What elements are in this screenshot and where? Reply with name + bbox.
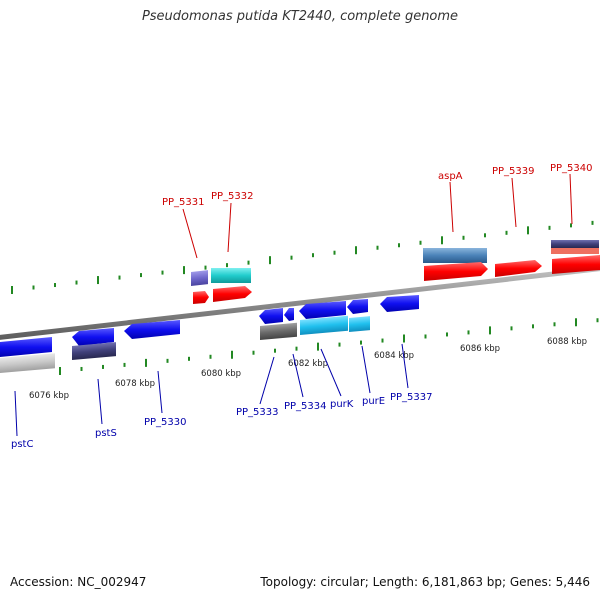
gene-label-pstc[interactable]: pstC [11,439,33,450]
gene-arrow[interactable] [552,255,600,274]
gene-feature[interactable] [191,270,208,286]
scale-label: 6088 kbp [547,337,587,347]
gene-label-pp5340[interactable]: PP_5340 [550,163,593,174]
label-leader [259,356,275,405]
label-leader [511,177,517,228]
label-leader [157,370,163,414]
bottom-gene-labels: pstC pstS PP_5330 PP_5333 PP_5334 purK p… [11,343,433,450]
genome-backbone [0,266,600,340]
forward-genes [191,240,600,304]
gene-feature[interactable] [72,342,116,360]
gene-arrow[interactable] [72,328,114,346]
scale-label: 6078 kbp [115,379,155,389]
map-title: Pseudomonas putida KT2440, complete geno… [141,9,459,24]
gene-feature[interactable] [0,353,55,373]
gene-arrow[interactable] [213,286,252,302]
gene-label-pp5330[interactable]: PP_5330 [144,417,187,428]
gene-feature[interactable] [260,322,297,340]
label-leader [361,345,371,394]
gene-feature[interactable] [349,316,370,332]
scale-label: 6084 kbp [374,351,414,361]
gene-label-pp5332[interactable]: PP_5332 [211,191,254,202]
scale-label: 6080 kbp [201,369,241,379]
gene-feature[interactable] [423,248,487,263]
top-gene-labels: PP_5331 PP_5332 aspA PP_5339 PP_5340 [162,163,593,259]
accession-text: Accession: NC_002947 [10,575,147,589]
gene-arrow[interactable] [380,295,419,312]
gene-arrow[interactable] [259,308,283,324]
gene-feature[interactable] [211,268,251,283]
gene-label-aspa[interactable]: aspA [438,171,463,182]
label-leader [292,353,304,398]
gene-label-pp5337[interactable]: PP_5337 [390,392,433,403]
scale-label: 6082 kbp [288,359,328,369]
genome-summary-text: Topology: circular; Length: 6,181,863 bp… [260,575,590,589]
gene-feature[interactable] [551,240,599,248]
gene-label-pp5339[interactable]: PP_5339 [492,166,535,177]
gene-label-pp5333[interactable]: PP_5333 [236,407,279,418]
gene-arrow[interactable] [0,337,52,357]
gene-label-psts[interactable]: pstS [95,428,117,439]
gene-arrow[interactable] [193,291,209,304]
gene-label-pure[interactable]: purE [362,396,385,407]
gene-arrow[interactable] [424,262,488,281]
gene-label-pp5334[interactable]: PP_5334 [284,401,327,412]
label-leader [14,390,18,437]
scale-label: 6076 kbp [29,391,69,401]
scale-label: 6086 kbp [460,344,500,354]
upper-track-ticks [11,220,594,294]
gene-arrow[interactable] [347,299,368,314]
label-leader [97,378,103,425]
label-leader [182,208,198,259]
gene-arrow[interactable] [124,320,180,339]
gene-feature[interactable] [551,248,599,254]
gene-arrow[interactable] [284,308,294,321]
label-leader [401,343,409,389]
gene-arrow[interactable] [495,260,542,277]
label-leader [320,348,342,397]
gene-label-purk[interactable]: purK [330,399,354,410]
gene-arrow[interactable] [299,301,346,319]
gene-feature[interactable] [300,315,348,335]
scale-labels: 6076 kbp 6078 kbp 6080 kbp 6082 kbp 6084… [29,337,587,401]
reverse-genes [0,295,419,373]
label-leader [449,181,454,233]
label-leader [569,173,573,225]
lower-track-ticks [59,318,599,375]
gene-label-pp5331[interactable]: PP_5331 [162,197,205,208]
label-leader [227,202,232,253]
